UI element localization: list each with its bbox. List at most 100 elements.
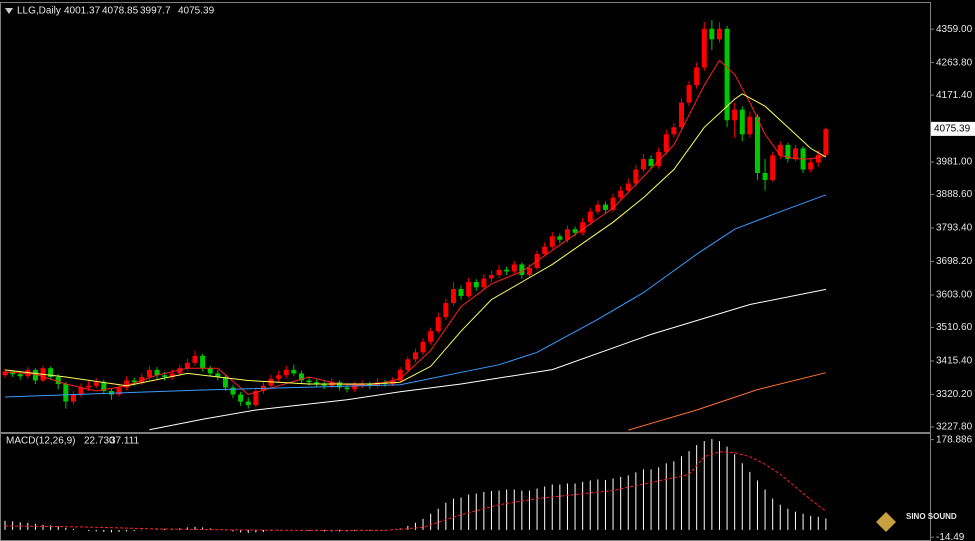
close-readout: 4075.39 <box>178 6 215 17</box>
signal-line <box>4 451 827 531</box>
candle-body <box>549 236 555 247</box>
candle-body <box>367 383 373 386</box>
candle-body <box>618 190 624 198</box>
candle-body <box>146 369 152 377</box>
logo-text: SINO SOUND <box>906 512 957 521</box>
candle-body <box>116 387 122 395</box>
macd-readout: 22.730 <box>84 436 115 447</box>
candle-body <box>336 382 342 388</box>
candle-body <box>458 289 464 297</box>
candle-body <box>466 282 472 297</box>
candle-body <box>169 373 175 377</box>
candle-body <box>792 148 798 159</box>
y-tick-label: 3793.40 <box>936 223 973 234</box>
y-tick-label: 178.886 <box>936 434 973 445</box>
candle-body <box>511 264 517 272</box>
y-tick-label: 3603.00 <box>936 290 973 301</box>
candle-body <box>131 380 137 383</box>
candle-body <box>101 382 107 392</box>
candle-body <box>93 382 99 386</box>
y-tick-label: 4171.40 <box>936 90 973 101</box>
candle-body <box>602 204 608 210</box>
candle-body <box>291 369 297 374</box>
candle-body <box>678 102 684 128</box>
candle-body <box>48 368 54 377</box>
candle-body <box>321 383 327 386</box>
candle-body <box>397 369 403 381</box>
candle-body <box>314 382 320 384</box>
macd-title: MACD(12,26,9) <box>6 436 75 447</box>
moving-average <box>4 59 827 396</box>
high-readout: 4078.85 <box>102 6 139 17</box>
candle-body <box>785 144 791 159</box>
candle-body <box>344 387 350 390</box>
candle-body <box>306 380 312 383</box>
y-tick-label: 3888.60 <box>936 189 973 200</box>
moving-average <box>149 288 826 431</box>
candle-body <box>694 67 700 86</box>
candle-body <box>808 162 814 170</box>
y-tick-label: 3415.40 <box>936 356 973 367</box>
candle-body <box>78 387 84 395</box>
candle-body <box>595 204 601 212</box>
candle-body <box>124 380 130 388</box>
candle-body <box>823 128 829 155</box>
candle-body <box>200 355 206 369</box>
candle-body <box>184 362 190 369</box>
candle-body <box>276 375 282 379</box>
candle-body <box>625 183 631 191</box>
candle-body <box>298 373 304 381</box>
candle-body <box>709 28 715 40</box>
candle-body <box>207 368 213 374</box>
candle-body <box>686 85 692 103</box>
y-tick-label: 3698.20 <box>936 256 973 267</box>
candle-body <box>473 282 479 288</box>
candle-body <box>192 355 198 363</box>
candle-body <box>815 154 821 163</box>
candle-body <box>2 371 8 376</box>
candle-body <box>139 376 145 383</box>
candle-body <box>656 151 662 166</box>
logo: SINO SOUND <box>876 512 957 532</box>
candle-body <box>557 236 563 240</box>
candle-body <box>716 28 722 40</box>
candle-body <box>63 383 69 402</box>
candle-body <box>405 359 411 370</box>
candle-body <box>32 369 38 381</box>
candle-body <box>564 229 570 240</box>
low-readout: 3997.7 <box>140 6 171 17</box>
candle-body <box>215 373 221 377</box>
candle-body <box>162 375 168 377</box>
chart-title: LLG,Daily <box>17 6 61 17</box>
y-tick-label: 3227.80 <box>936 422 973 433</box>
candle-body <box>245 401 251 406</box>
y-tick-label: -14.49 <box>936 532 965 541</box>
candle-body <box>724 28 730 121</box>
candle-body <box>526 267 532 275</box>
candle-body <box>428 331 434 342</box>
candle-body <box>481 278 487 288</box>
candle-body <box>283 369 289 376</box>
candle-body <box>230 387 236 395</box>
candle-body <box>154 369 160 376</box>
candle-body <box>420 341 426 353</box>
candle-body <box>519 264 525 275</box>
menu-arrow[interactable] <box>5 8 13 14</box>
candle-body <box>352 385 358 390</box>
moving-average <box>4 93 827 387</box>
signal-readout: 37.111 <box>110 436 140 447</box>
candle-body <box>412 352 418 360</box>
candle-body <box>435 317 441 332</box>
candle-body <box>648 158 654 166</box>
candle-body <box>504 269 510 272</box>
candle-body <box>762 172 768 181</box>
y-tick-label: 3320.20 <box>936 389 973 400</box>
candle-body <box>732 109 738 121</box>
candle-body <box>770 155 776 181</box>
price-box-label: 4075.39 <box>934 124 971 135</box>
candle-body <box>671 127 677 135</box>
y-tick-label: 3510.60 <box>936 322 973 333</box>
candle-body <box>572 229 578 233</box>
candle-body <box>587 211 593 223</box>
